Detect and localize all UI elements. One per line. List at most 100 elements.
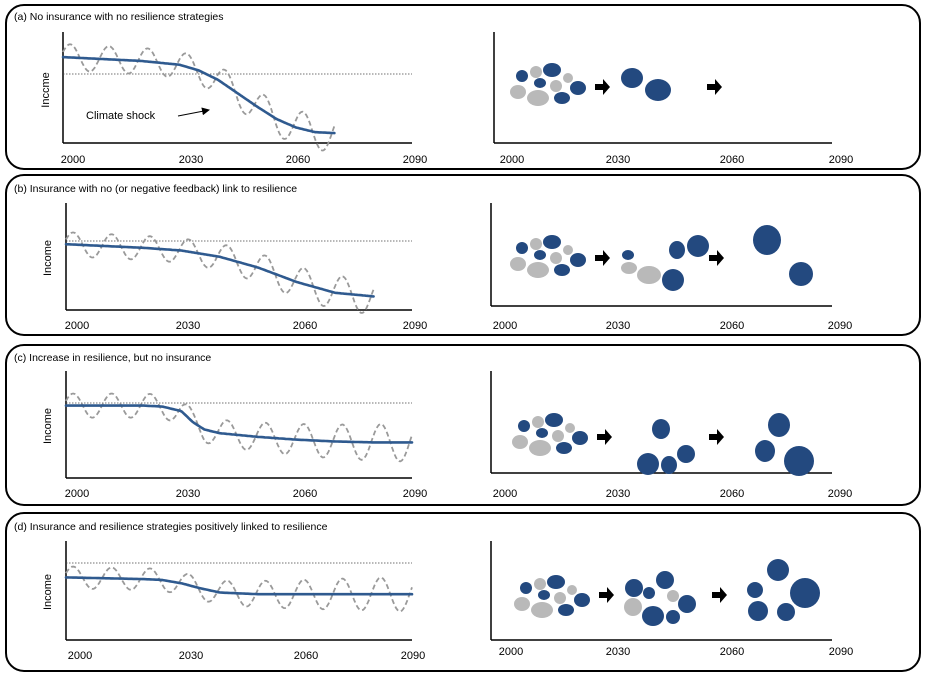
panel-a-right-tick-2060: 2060 bbox=[720, 154, 744, 166]
panel-d-mid-blue-circle bbox=[666, 610, 680, 624]
panel-d-left-axes bbox=[65, 541, 412, 641]
panel-b-tick-2060: 2060 bbox=[293, 320, 317, 332]
chart-lines bbox=[61, 43, 414, 613]
panel-c-solid-series bbox=[64, 404, 414, 444]
panel-a-start-gray-circle bbox=[510, 85, 526, 99]
panel-c-mid-blue-circle bbox=[677, 445, 695, 463]
panel-c-ylabel: Income bbox=[42, 408, 54, 444]
panel-d-start-blue-circle bbox=[558, 604, 574, 616]
panel-a-ylabel: Inccme bbox=[40, 72, 52, 107]
panel-d-end-blue-circle bbox=[777, 603, 795, 621]
panel-b-mid-blue-circle bbox=[669, 241, 685, 259]
circle-clusters bbox=[510, 63, 820, 626]
panel-a-start-gray-circle bbox=[530, 66, 542, 78]
panel-b-arrow-1 bbox=[595, 250, 610, 266]
panel-d-tick-2030: 2030 bbox=[179, 650, 203, 662]
panel-b-start-gray-circle bbox=[550, 252, 562, 264]
panel-d-start-blue-circle bbox=[520, 582, 532, 594]
panel-c-end-blue-circle bbox=[784, 446, 814, 476]
panel-b-left-axes bbox=[65, 203, 412, 311]
panel-b-start-blue-circle bbox=[570, 253, 586, 267]
panel-b-right-tick-2090: 2090 bbox=[828, 320, 852, 332]
panel-d-solid-series bbox=[64, 576, 414, 596]
panel-d-title: (d) Insurance and resilience strategies … bbox=[14, 521, 328, 533]
panel-a-tick-2060: 2060 bbox=[286, 154, 310, 166]
panel-a-start-blue-circle bbox=[516, 70, 528, 82]
panel-a-solid-series bbox=[61, 55, 336, 135]
panel-c-tick-2030: 2030 bbox=[176, 488, 200, 500]
panel-d-dashed-series bbox=[65, 565, 413, 613]
panel-c-arrow-2 bbox=[709, 429, 724, 445]
panel-a-left-axes bbox=[62, 32, 412, 144]
panel-d-start-blue-circle bbox=[538, 590, 550, 600]
panel-d-right-tick-2000: 2000 bbox=[499, 646, 523, 658]
panel-b-mid-gray-circle bbox=[621, 262, 637, 274]
panel-c-end-blue-circle bbox=[768, 413, 790, 437]
panel-a-title: (a) No insurance with no resilience stra… bbox=[14, 11, 224, 23]
panel-b-mid-blue-circle bbox=[687, 235, 709, 257]
panel-d-end-blue-circle bbox=[747, 582, 763, 598]
panel-c-end-blue-circle bbox=[755, 440, 775, 462]
panel-b-mid-blue-circle bbox=[662, 269, 684, 291]
panel-d-end-blue-circle bbox=[748, 601, 768, 621]
panel-d-tick-2060: 2060 bbox=[294, 650, 318, 662]
panel-d-end-blue-circle bbox=[790, 578, 820, 608]
panel-b-start-blue-circle bbox=[554, 264, 570, 276]
panel-d-mid-blue-circle bbox=[678, 595, 696, 613]
panel-b-solid-series bbox=[64, 242, 375, 298]
panel-c-tick-2090: 2090 bbox=[403, 488, 427, 500]
panel-c-right-tick-2090: 2090 bbox=[828, 488, 852, 500]
panel-b-end-blue-circle bbox=[789, 262, 813, 286]
panel-b-start-blue-circle bbox=[543, 235, 561, 249]
panel-a-start-blue-circle bbox=[554, 92, 570, 104]
panel-c-left-axes bbox=[65, 371, 412, 479]
panel-d-start-gray-circle bbox=[534, 578, 546, 590]
panel-b-tick-2090: 2090 bbox=[403, 320, 427, 332]
panel-c-dashed-series bbox=[65, 392, 413, 463]
panel-d-mid-blue-circle bbox=[625, 579, 643, 597]
panel-d-start-blue-circle bbox=[574, 593, 590, 607]
panel-b-end-blue-circle bbox=[753, 225, 781, 255]
panel-b-right-axes bbox=[490, 203, 832, 307]
panel-a-right-axes bbox=[493, 32, 832, 144]
panel-d-ylabel: Income bbox=[42, 574, 54, 610]
panel-b-start-gray-circle bbox=[563, 245, 573, 255]
panel-c-mid-blue-circle bbox=[652, 419, 670, 439]
panel-a-dashed-series bbox=[62, 43, 336, 152]
panel-d-start-gray-circle bbox=[514, 597, 530, 611]
panel-c-start-blue-circle bbox=[518, 420, 530, 432]
panel-d-mid-gray-circle bbox=[667, 590, 679, 602]
panel-b-tick-2000: 2000 bbox=[65, 320, 89, 332]
panel-b-frame bbox=[5, 174, 921, 336]
climate-shock-label: Climate shock bbox=[86, 110, 156, 122]
panel-d-mid-blue-circle bbox=[656, 571, 674, 589]
panel-d-start-blue-circle bbox=[547, 575, 565, 589]
panel-c-tick-2000: 2000 bbox=[65, 488, 89, 500]
panel-c-start-gray-circle bbox=[565, 423, 575, 433]
panel-c-mid-blue-circle bbox=[661, 456, 677, 474]
panel-d-start-gray-circle bbox=[554, 592, 566, 604]
panel-c-start-gray-circle bbox=[512, 435, 528, 449]
panel-c-right-axes bbox=[490, 371, 832, 474]
panel-b-tick-2030: 2030 bbox=[176, 320, 200, 332]
panel-b-right-tick-2000: 2000 bbox=[493, 320, 517, 332]
panel-a-mid-blue-circle bbox=[621, 68, 643, 88]
panel-a-start-blue-circle bbox=[534, 78, 546, 88]
panel-d-mid-blue-circle bbox=[643, 587, 655, 599]
panel-b-arrow-2 bbox=[709, 250, 724, 266]
panel-d-arrow-1 bbox=[599, 587, 614, 603]
panel-d-start-gray-circle bbox=[531, 602, 553, 618]
panel-c-start-gray-circle bbox=[552, 430, 564, 442]
panel-c-start-blue-circle bbox=[545, 413, 563, 427]
climate-shock-arrow bbox=[177, 107, 210, 117]
panel-b-mid-gray-circle bbox=[637, 266, 661, 284]
panel-c-start-blue-circle bbox=[572, 431, 588, 445]
panel-b-start-gray-circle bbox=[527, 262, 549, 278]
panel-b-dashed-series bbox=[65, 231, 375, 314]
panel-a-arrow-1 bbox=[595, 79, 610, 95]
panel-c-right-tick-2000: 2000 bbox=[493, 488, 517, 500]
panel-a-frame bbox=[5, 4, 921, 170]
panel-a-start-gray-circle bbox=[550, 80, 562, 92]
panel-a-start-blue-circle bbox=[543, 63, 561, 77]
